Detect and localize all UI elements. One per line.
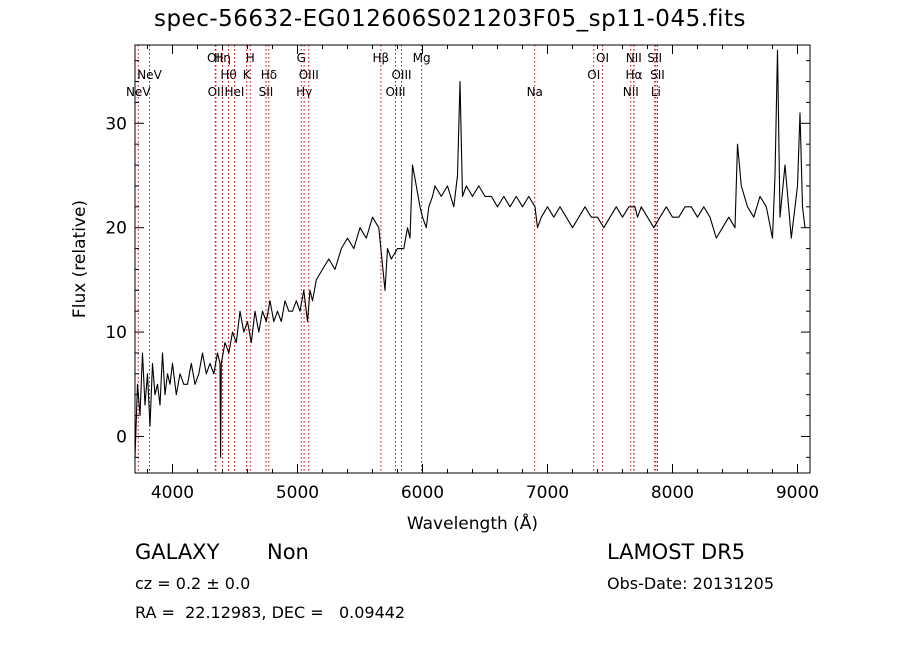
obs-date-readout: Obs-Date: 20131205	[607, 574, 775, 593]
line-marker-label-15: OIII	[385, 85, 405, 99]
line-marker-label-14: Hβ	[373, 51, 390, 65]
y-tick-label-1: 10	[105, 323, 127, 343]
line-marker-label-17: Mg	[413, 51, 431, 65]
line-marker-label-5: Hθ	[220, 68, 236, 82]
line-marker-label-16: OIII	[391, 68, 411, 82]
redshift-readout: cz = 0.2 ± 0.0	[135, 574, 251, 593]
spectrum-line	[134, 49, 806, 458]
x-tick-label-0: 4000	[151, 483, 194, 503]
chart-title: spec-56632-EG012606S021203F05_sp11-045.f…	[153, 6, 747, 32]
y-axis-label: Flux (relative)	[70, 200, 90, 318]
line-marker-label-1: NeV	[137, 68, 162, 82]
line-marker-label-4: Hη	[214, 51, 231, 65]
line-marker-label-3: OII	[208, 85, 225, 99]
y-tick-label-0: 0	[116, 427, 127, 447]
line-marker-label-7: K	[243, 68, 252, 82]
y-tick-label-2: 20	[105, 219, 127, 239]
line-marker-label-8: H	[246, 51, 255, 65]
line-marker-label-23: Hα	[626, 68, 643, 82]
line-marker-label-13: OIII	[299, 68, 319, 82]
x-tick-label-2: 6000	[401, 483, 444, 503]
survey-label: LAMOST DR5	[607, 540, 746, 564]
object-class-label: GALAXY	[135, 540, 220, 564]
line-marker-label-21: NII	[623, 85, 639, 99]
plot-frame	[134, 44, 811, 474]
line-marker-label-12: Hγ	[296, 85, 312, 99]
line-marker-label-9: SII	[259, 85, 274, 99]
line-marker-label-6: HeI	[225, 85, 245, 99]
line-marker-label-26: Li	[651, 85, 661, 99]
line-marker-label-11: G	[297, 51, 306, 65]
line-marker-label-19: OI	[587, 68, 600, 82]
line-marker-label-18: Na	[527, 85, 543, 99]
x-axis-label: Wavelength (Å)	[407, 512, 538, 534]
x-tick-label-1: 5000	[276, 483, 319, 503]
x-tick-label-3: 7000	[526, 483, 569, 503]
line-marker-label-2: OII	[207, 51, 224, 65]
x-tick-label-4: 8000	[651, 483, 694, 503]
x-tick-label-5: 9000	[776, 483, 819, 503]
line-marker-label-10: Hδ	[261, 68, 277, 82]
line-marker-label-20: OI	[596, 51, 609, 65]
coordinates-readout: RA = 22.12983, DEC = 0.09442	[135, 603, 406, 622]
line-marker-label-24: SII	[647, 51, 662, 65]
line-marker-label-25: SII	[650, 68, 665, 82]
subclass-label: Non	[267, 540, 309, 564]
line-marker-label-0: NeV	[126, 85, 151, 99]
y-tick-label-3: 30	[105, 114, 127, 134]
